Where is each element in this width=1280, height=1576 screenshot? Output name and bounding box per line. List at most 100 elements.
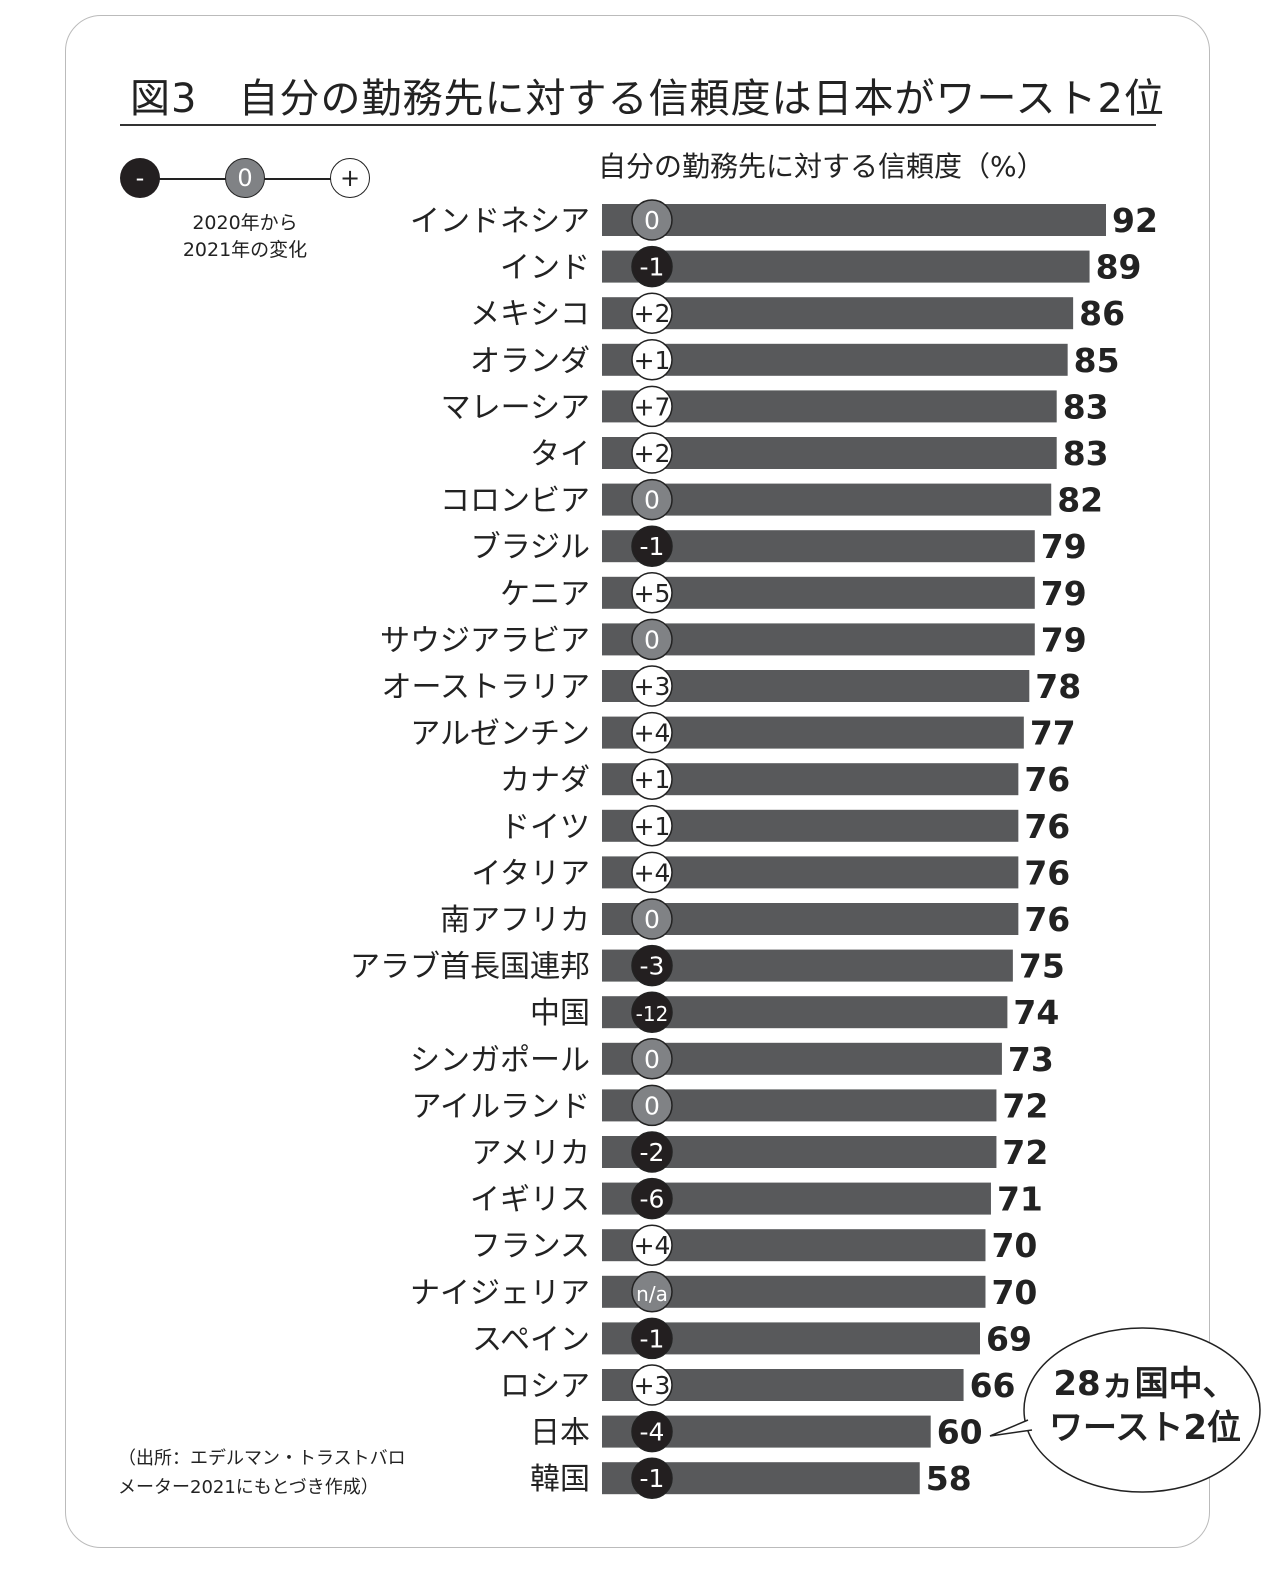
- change-circle: [631, 525, 673, 567]
- change-circle: [631, 1224, 673, 1266]
- change-circle: [631, 851, 673, 894]
- category-label: カナダ: [500, 763, 590, 798]
- category-label: アイルランド: [412, 1089, 591, 1124]
- value-label: 83: [1063, 434, 1109, 473]
- value-label: 76: [1024, 760, 1070, 799]
- value-label: 73: [1008, 1040, 1054, 1079]
- value-label: 76: [1024, 853, 1070, 892]
- change-label: 0: [644, 1045, 660, 1074]
- value-label: 76: [1024, 807, 1070, 846]
- change-circle: [631, 805, 673, 847]
- change-label: +5: [634, 579, 671, 608]
- category-label: ドイツ: [500, 810, 590, 845]
- category-label: マレーシア: [441, 390, 590, 425]
- category-label: 韓国: [530, 1462, 590, 1497]
- bar: [602, 343, 1068, 376]
- bar: [602, 576, 1035, 609]
- callout-text: 28ヵ国中、 ワースト2位: [1030, 1362, 1260, 1450]
- change-circle: [631, 1131, 673, 1173]
- change-circle: [631, 1084, 673, 1127]
- change-label: +1: [634, 346, 671, 375]
- category-label: ロシア: [500, 1369, 590, 1404]
- change-circle: [631, 292, 673, 334]
- change-label: -4: [640, 1418, 665, 1447]
- value-label: 79: [1041, 527, 1087, 566]
- value-label: 85: [1074, 341, 1120, 380]
- bar: [602, 670, 1030, 702]
- callout-pointer: [989, 1419, 1033, 1437]
- change-label: 0: [644, 625, 660, 654]
- value-label: 60: [937, 1413, 983, 1452]
- bar: [602, 250, 1090, 283]
- change-circle: [631, 1457, 673, 1499]
- category-label: イギリス: [470, 1183, 590, 1218]
- change-circle: [631, 199, 673, 241]
- category-label: 中国: [530, 996, 590, 1031]
- callout-line1: 28ヵ国中、: [1053, 1364, 1237, 1404]
- value-label: 72: [1002, 1086, 1048, 1125]
- legend-note-line1: 2020年から: [192, 212, 298, 234]
- change-circle: [631, 385, 673, 428]
- value-label: 72: [1002, 1133, 1048, 1172]
- change-circle: [631, 1177, 673, 1220]
- change-label: +2: [634, 439, 671, 468]
- change-circle: [631, 1410, 673, 1453]
- callout-bubble: [1023, 1327, 1261, 1493]
- legend-positive-circle: +: [330, 158, 370, 198]
- change-circle: [631, 1364, 673, 1406]
- category-label: ブラジル: [471, 530, 590, 565]
- change-circle: [631, 1317, 673, 1360]
- legend-note: 2020年から 2021年の変化: [150, 210, 340, 264]
- category-label: オランダ: [470, 344, 590, 379]
- change-label: -12: [636, 1002, 669, 1026]
- category-label: アメリカ: [472, 1136, 591, 1171]
- category-label: タイ: [530, 437, 590, 472]
- category-label: フランス: [471, 1229, 590, 1264]
- source-line1: （出所：エデルマン・トラストバロ: [118, 1448, 406, 1469]
- value-label: 75: [1019, 947, 1065, 986]
- change-label: +1: [634, 765, 671, 794]
- value-label: 77: [1030, 714, 1076, 753]
- value-label: 58: [926, 1459, 972, 1498]
- category-label: シンガポール: [410, 1043, 590, 1078]
- value-label: 82: [1057, 481, 1103, 520]
- change-label: +4: [634, 719, 671, 748]
- category-label: ケニア: [500, 577, 590, 612]
- value-label: 70: [991, 1226, 1037, 1265]
- change-circle: [631, 339, 673, 381]
- change-circle: [631, 1271, 673, 1313]
- change-circle: [631, 432, 673, 474]
- category-label: イタリア: [471, 856, 590, 891]
- value-label: 86: [1079, 294, 1125, 333]
- category-label: アラブ首長国連邦: [350, 950, 590, 985]
- value-label: 70: [991, 1273, 1037, 1312]
- category-label: インドネシア: [410, 204, 590, 239]
- change-label: n/a: [636, 1282, 668, 1306]
- change-circle: [631, 758, 673, 800]
- category-label: インド: [500, 251, 590, 286]
- legend-zero-circle: 0: [225, 158, 265, 198]
- source-line2: メーター2021にもとづき作成）: [118, 1477, 379, 1498]
- category-label: メキシコ: [470, 297, 590, 332]
- change-circle: [631, 618, 673, 661]
- value-label: 69: [986, 1319, 1032, 1358]
- change-label: -1: [640, 532, 665, 561]
- change-circle: [631, 245, 673, 288]
- bar: [602, 483, 1052, 516]
- change-label: 0: [644, 1091, 660, 1120]
- category-label: ナイジェリア: [410, 1276, 590, 1311]
- category-label: サウジアラビア: [380, 623, 590, 658]
- bar: [602, 623, 1035, 656]
- change-label: -1: [640, 1324, 665, 1353]
- value-label: 79: [1041, 620, 1087, 659]
- category-label: コロンビア: [440, 484, 590, 519]
- change-label: -6: [640, 1185, 665, 1214]
- value-label: 92: [1112, 201, 1158, 240]
- change-label: +2: [634, 299, 671, 328]
- change-label: -3: [640, 952, 665, 981]
- category-label: オーストラリア: [382, 670, 591, 705]
- category-label: アルゼンチン: [410, 717, 590, 752]
- value-label: 74: [1013, 993, 1059, 1032]
- change-circle: [631, 991, 673, 1033]
- value-label: 71: [997, 1180, 1043, 1219]
